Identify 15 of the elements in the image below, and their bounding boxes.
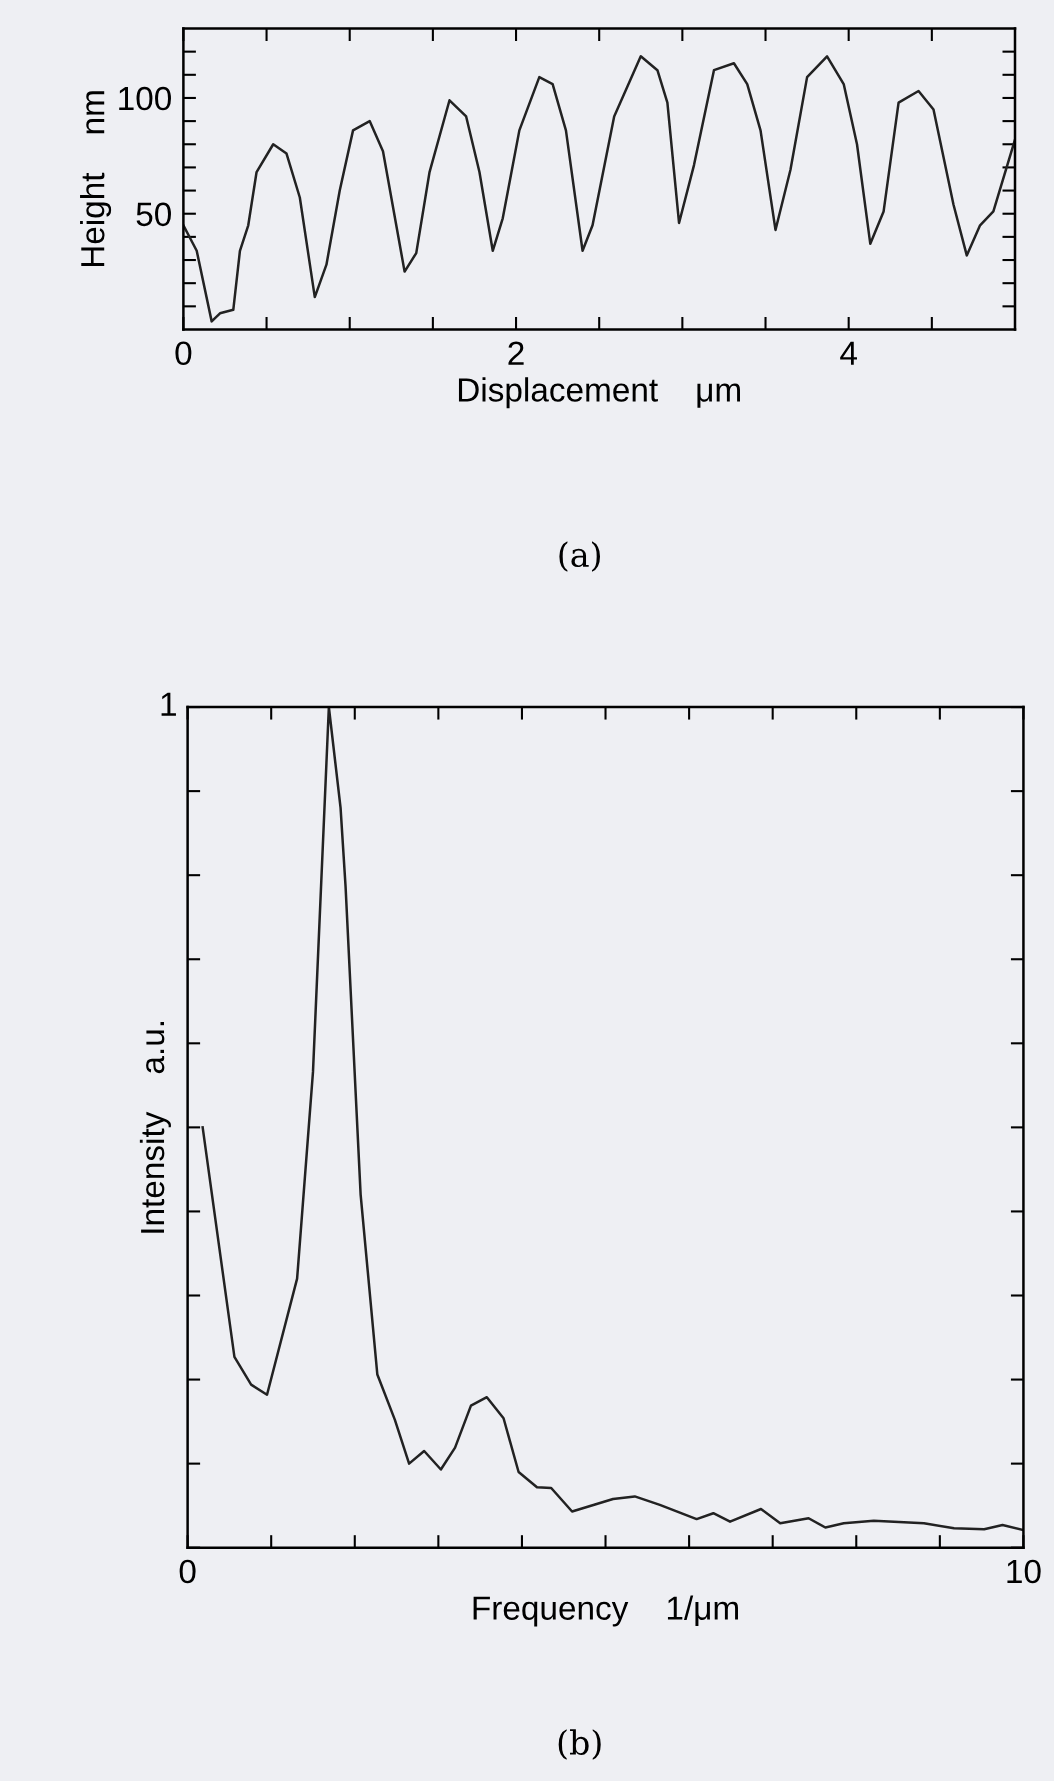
y-tick-label: 100 <box>119 86 171 111</box>
y-axis-title: Intensity a.u. <box>139 1022 171 1233</box>
y-axis-title: Height nm <box>80 91 112 267</box>
x-axis-title: Frequency 1/μm <box>473 1595 738 1627</box>
x-tick-label: 2 <box>508 341 524 365</box>
x-tick-label: 10 <box>1007 1559 1041 1584</box>
x-tick-label: 4 <box>840 341 857 365</box>
x-tick-label: 0 <box>175 341 192 366</box>
text: 1 <box>161 692 176 716</box>
x-axis-title: Displacement μm <box>458 377 740 409</box>
x-tick-label: 0 <box>179 1559 196 1584</box>
text: (b) <box>558 1729 601 1760</box>
line-series <box>183 55 1015 323</box>
text: (a) <box>559 541 600 572</box>
y-tick-label: 50 <box>136 202 171 227</box>
